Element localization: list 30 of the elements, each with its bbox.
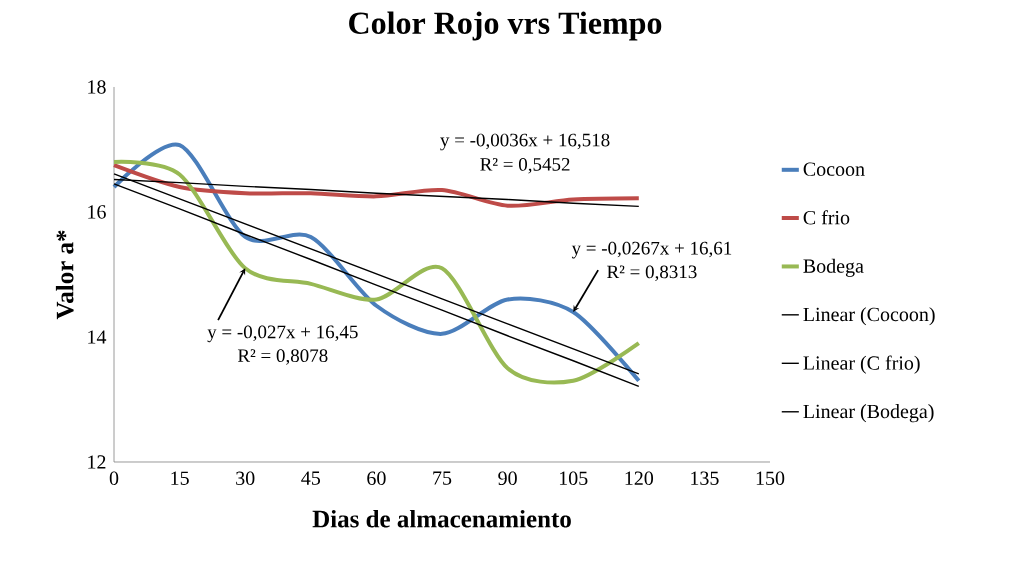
x-axis-title: Dias de almacenamiento (312, 509, 571, 528)
legend-label: Linear (Cocoon) (803, 307, 935, 326)
legend-label: Linear (C frio) (803, 355, 920, 374)
annotation: R² = 0,5452 (480, 157, 570, 174)
chart-title: Color Rojo vrs Tiempo (349, 11, 662, 41)
legend-label: Linear (Bodega) (803, 404, 934, 423)
legend-label: Bodega (803, 258, 864, 277)
y-tick-label: 12 (88, 455, 106, 469)
y-tick-label: 14 (88, 330, 107, 344)
y-axis-title: Valor a* (55, 230, 74, 320)
annotation: y = -0,027x + 16,45 (207, 325, 358, 343)
x-tick-label: 105 (559, 471, 588, 486)
x-tick-label: 120 (625, 471, 654, 486)
x-tick-label: 75 (433, 471, 452, 485)
y-tick-label: 16 (88, 205, 106, 219)
x-tick-label: 150 (756, 471, 785, 486)
annotation: y = -0,0036x + 16,518 (440, 133, 610, 151)
annotation: y = -0,0267x + 16,61 (571, 241, 732, 259)
annotation: R² = 0,8078 (237, 349, 328, 365)
x-tick-label: 15 (171, 471, 189, 485)
x-tick-label: 45 (301, 471, 321, 485)
x-tick-label: 0 (109, 471, 119, 486)
y-tick-label: 18 (88, 80, 106, 94)
annotation: R² = 0,8313 (607, 265, 697, 282)
x-tick-label: 60 (367, 471, 386, 486)
x-tick-label: 135 (691, 471, 719, 485)
x-tick-label: 90 (498, 471, 517, 486)
x-tick-label: 30 (236, 471, 255, 486)
legend-label: C frio (803, 210, 850, 225)
legend-label: Cocoon (803, 162, 865, 176)
